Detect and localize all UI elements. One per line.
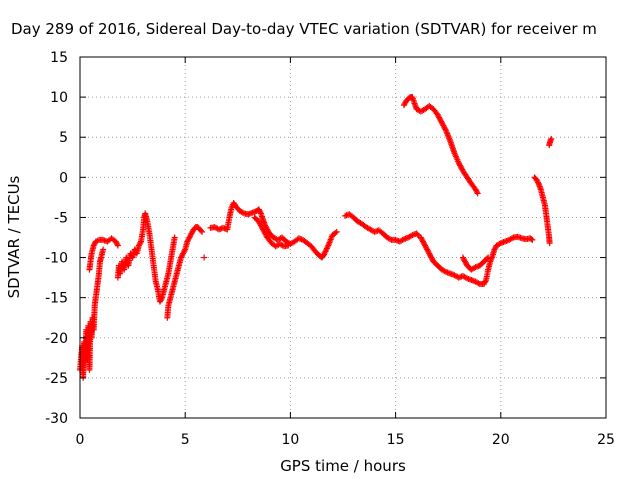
data-point — [100, 246, 107, 253]
x-tick-label: 10 — [281, 432, 299, 448]
data-point — [114, 242, 121, 249]
data-point — [197, 227, 204, 234]
data-point — [534, 179, 541, 186]
y-tick-label: -10 — [45, 251, 68, 267]
data-point — [114, 241, 121, 248]
data-point — [546, 240, 553, 247]
data-point — [528, 236, 535, 243]
data-point — [474, 190, 481, 197]
y-tick-label: -25 — [45, 371, 68, 387]
data-point — [548, 135, 555, 142]
chart-title: Day 289 of 2016, Sidereal Day-to-day VTE… — [11, 20, 597, 38]
data-point — [333, 228, 340, 235]
y-axis-label: SDTVAR / TECUs — [5, 175, 23, 298]
data-point — [473, 189, 480, 196]
y-tick-label: -20 — [45, 331, 68, 347]
x-tick-label: 0 — [76, 432, 85, 448]
x-axis-label: GPS time / hours — [280, 457, 406, 475]
data-point — [171, 234, 178, 241]
data-point — [482, 278, 489, 285]
y-tick-label: -15 — [45, 291, 68, 307]
data-point — [485, 254, 492, 261]
y-tick-label: -5 — [54, 210, 68, 226]
y-tick-label: 10 — [50, 90, 68, 106]
plot-frame — [79, 56, 607, 419]
data-marks — [77, 94, 555, 381]
data-point — [137, 239, 144, 246]
y-tick-label: 0 — [59, 170, 68, 186]
y-tick-label: 15 — [50, 50, 68, 66]
x-axis-ticks: 0 5 10 15 20 25 — [76, 57, 615, 448]
x-tick-label: 20 — [492, 432, 510, 448]
data-point — [484, 255, 491, 262]
data-point — [285, 242, 292, 249]
x-tick-label: 5 — [181, 432, 190, 448]
data-point — [529, 236, 536, 243]
data-point — [442, 126, 449, 133]
data-point — [199, 228, 206, 235]
data-point — [414, 231, 421, 238]
y-axis-ticks: -30 -25 -20 -15 -10 -5 0 5 10 15 — [45, 50, 606, 427]
y-tick-label: 5 — [59, 130, 68, 146]
x-tick-label: 15 — [387, 432, 405, 448]
data-point — [158, 296, 165, 303]
data-point — [257, 209, 264, 216]
data-point — [201, 254, 208, 261]
x-tick-label: 25 — [597, 432, 615, 448]
data-point — [181, 247, 188, 254]
y-tick-label: -30 — [45, 411, 68, 427]
